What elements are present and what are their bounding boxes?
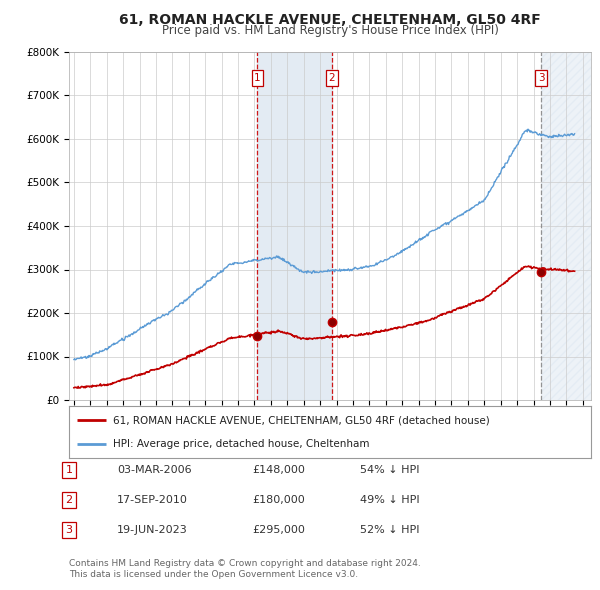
Text: 61, ROMAN HACKLE AVENUE, CHELTENHAM, GL50 4RF (detached house): 61, ROMAN HACKLE AVENUE, CHELTENHAM, GL5…	[113, 415, 490, 425]
Text: 49% ↓ HPI: 49% ↓ HPI	[360, 495, 419, 505]
Text: Contains HM Land Registry data © Crown copyright and database right 2024.: Contains HM Land Registry data © Crown c…	[69, 559, 421, 568]
Bar	[541, 52, 591, 400]
Text: HPI: Average price, detached house, Cheltenham: HPI: Average price, detached house, Chel…	[113, 439, 370, 449]
Text: £295,000: £295,000	[252, 525, 305, 535]
Text: 19-JUN-2023: 19-JUN-2023	[117, 525, 188, 535]
Text: 03-MAR-2006: 03-MAR-2006	[117, 465, 191, 475]
Text: 54% ↓ HPI: 54% ↓ HPI	[360, 465, 419, 475]
Text: £148,000: £148,000	[252, 465, 305, 475]
Text: 1: 1	[254, 73, 261, 83]
Text: 3: 3	[538, 73, 545, 83]
Text: 2: 2	[65, 495, 73, 505]
Text: 2: 2	[329, 73, 335, 83]
Text: 61, ROMAN HACKLE AVENUE, CHELTENHAM, GL50 4RF: 61, ROMAN HACKLE AVENUE, CHELTENHAM, GL5…	[119, 13, 541, 27]
Text: 1: 1	[65, 465, 73, 475]
Text: 52% ↓ HPI: 52% ↓ HPI	[360, 525, 419, 535]
Text: This data is licensed under the Open Government Licence v3.0.: This data is licensed under the Open Gov…	[69, 571, 358, 579]
Bar	[257, 52, 332, 400]
Text: 17-SEP-2010: 17-SEP-2010	[117, 495, 188, 505]
Text: £180,000: £180,000	[252, 495, 305, 505]
Text: Price paid vs. HM Land Registry's House Price Index (HPI): Price paid vs. HM Land Registry's House …	[161, 24, 499, 37]
Text: 3: 3	[65, 525, 73, 535]
